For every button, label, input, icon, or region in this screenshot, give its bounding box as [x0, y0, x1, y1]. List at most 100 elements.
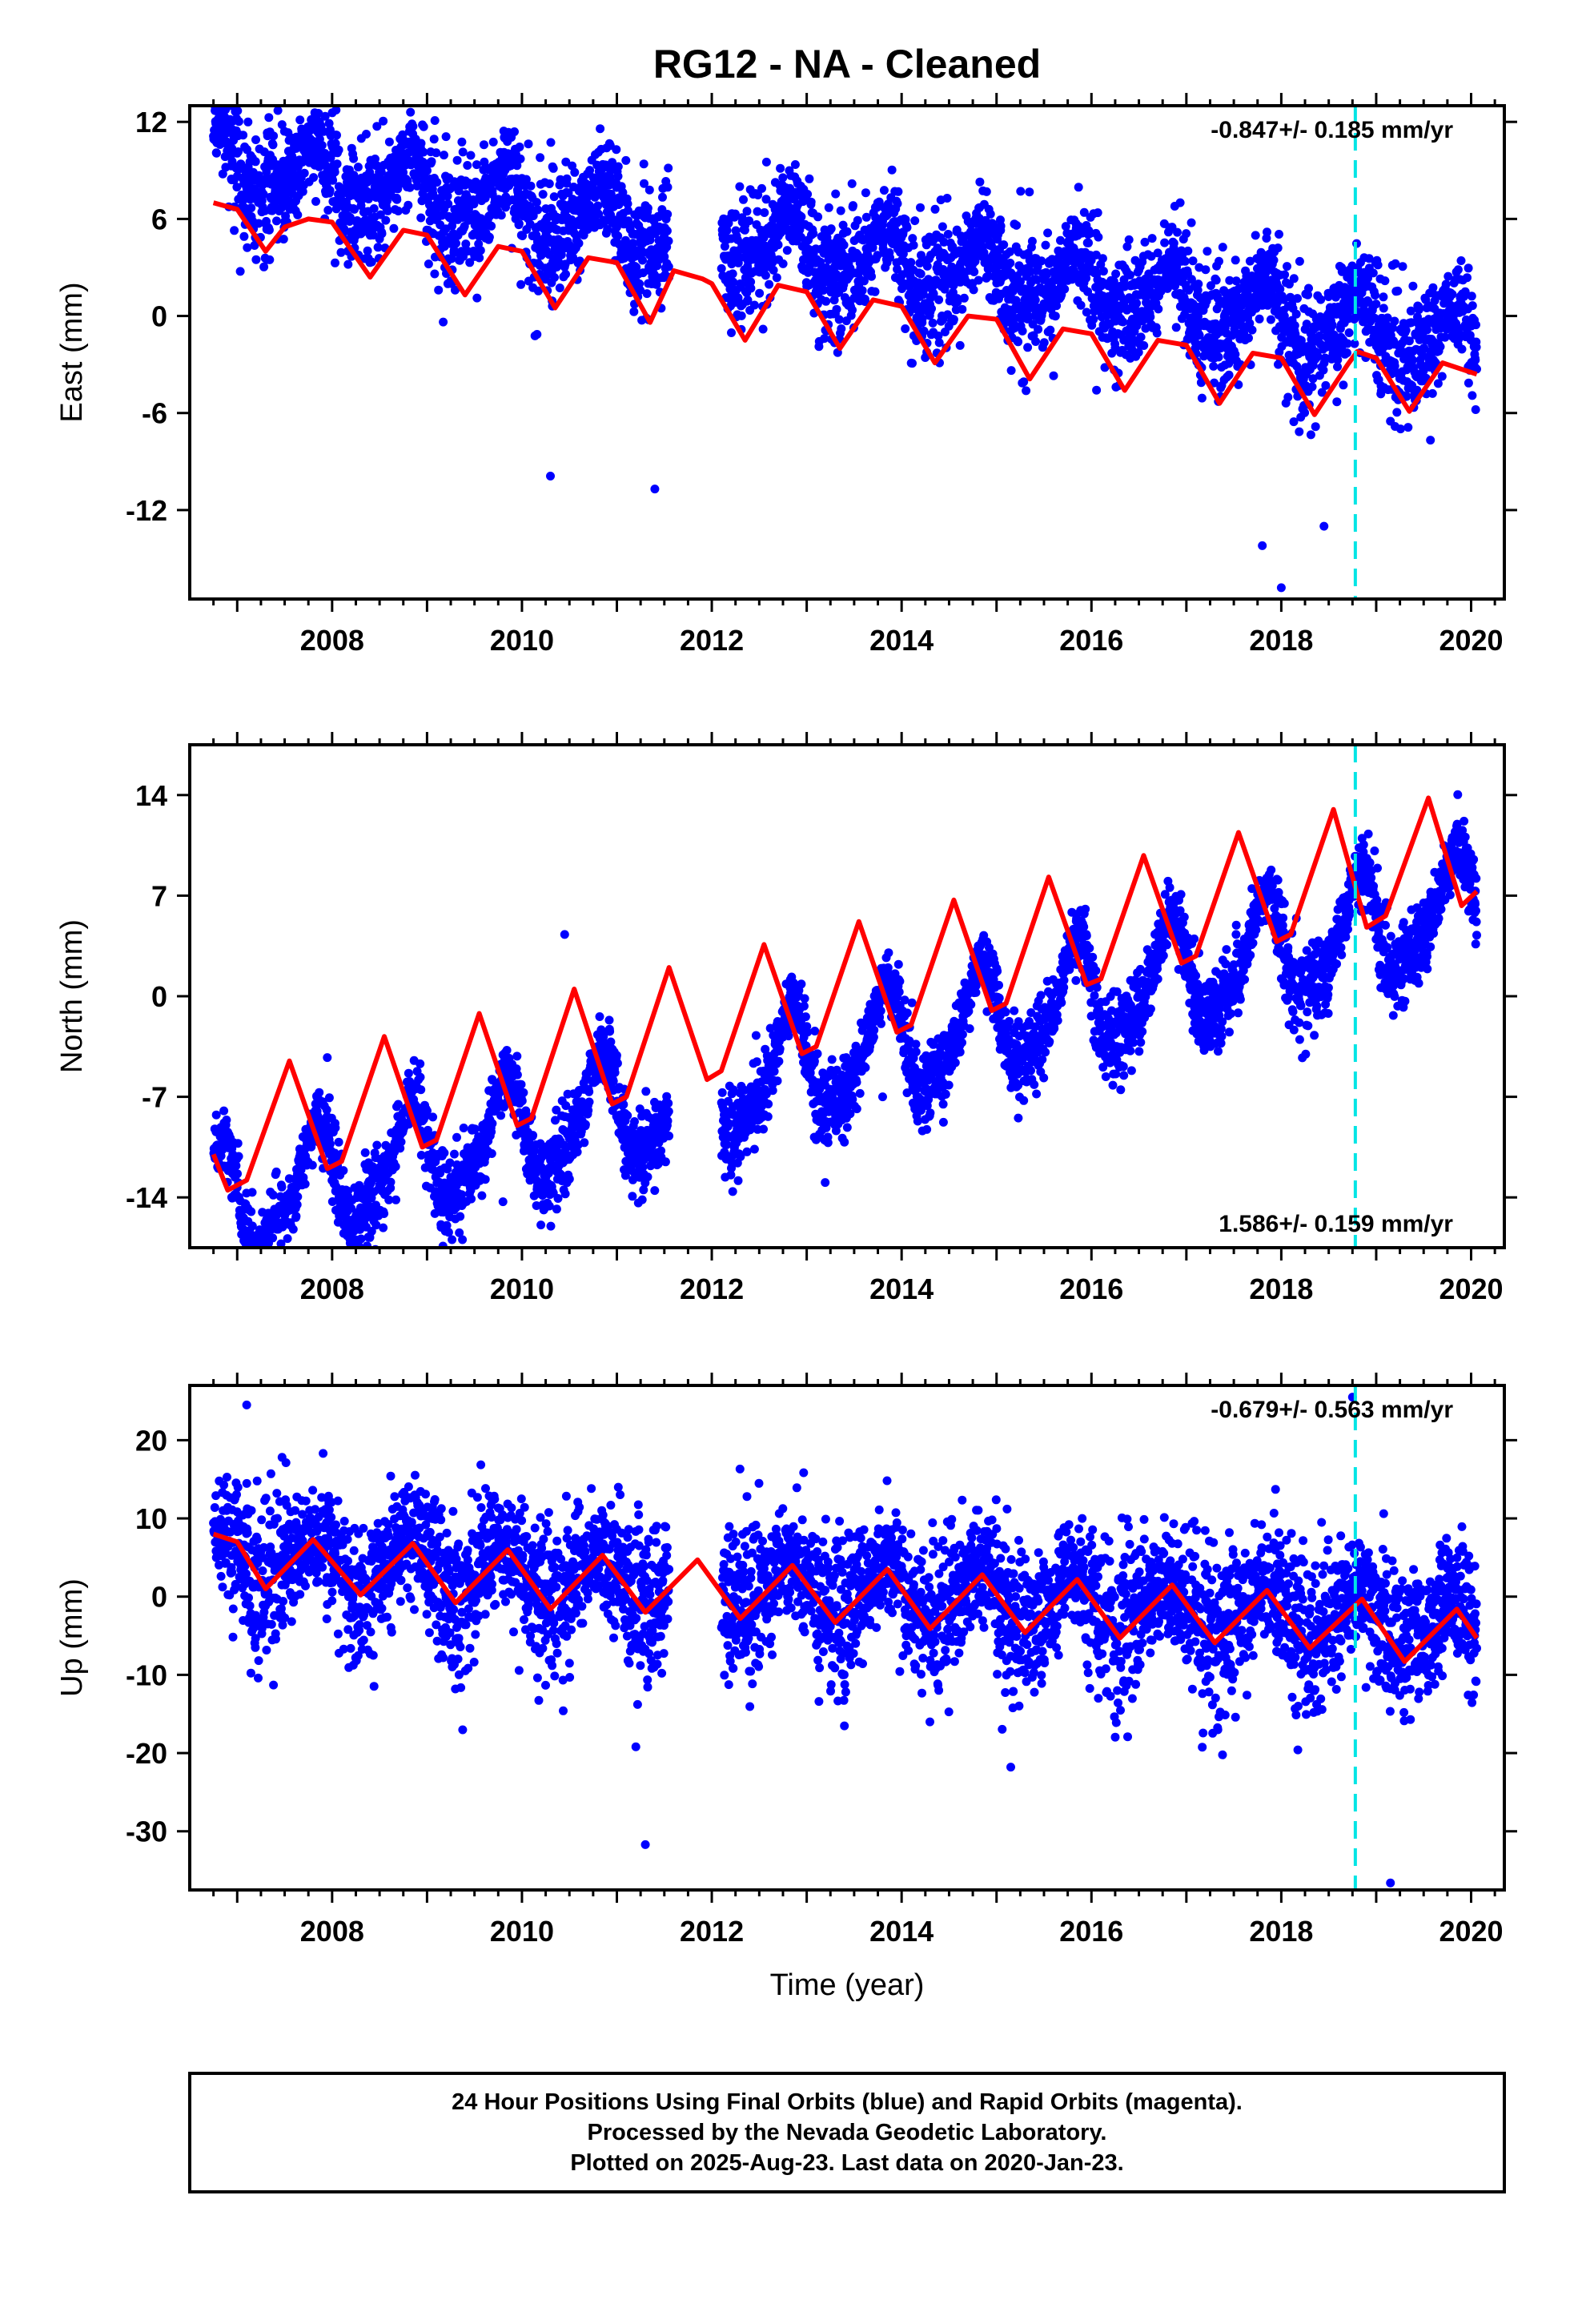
data-point: [824, 203, 833, 212]
data-point: [635, 279, 644, 288]
data-point: [1016, 187, 1026, 196]
data-point: [1043, 228, 1053, 238]
data-point: [250, 1265, 259, 1274]
data-point: [1290, 321, 1299, 330]
data-point: [982, 187, 991, 196]
data-point: [746, 277, 756, 287]
data-point: [466, 151, 476, 160]
data-point: [277, 1182, 287, 1192]
data-point: [720, 242, 729, 251]
data-point: [381, 215, 391, 225]
data-point: [1182, 229, 1191, 239]
data-point: [1316, 295, 1326, 304]
data-point: [1084, 238, 1093, 247]
data-point: [512, 161, 522, 171]
data-point: [564, 188, 573, 198]
data-point: [909, 240, 918, 250]
data-point: [332, 159, 342, 169]
data-point: [441, 132, 451, 142]
outlier-point: [1258, 541, 1267, 550]
data-point: [1152, 328, 1162, 338]
data-point: [1390, 316, 1399, 326]
data-point: [416, 213, 426, 223]
data-point: [826, 224, 836, 234]
data-point: [352, 1261, 361, 1270]
data-point: [419, 147, 428, 157]
data-point: [245, 1256, 254, 1265]
data-point: [265, 255, 275, 264]
data-point: [1027, 236, 1037, 246]
data-point: [821, 296, 831, 306]
data-point: [404, 1068, 413, 1078]
data-point: [532, 330, 542, 339]
data-point: [251, 135, 260, 144]
data-point: [847, 179, 857, 188]
data-point: [220, 83, 229, 92]
data-point: [562, 174, 572, 183]
data-point: [376, 167, 386, 177]
data-point: [623, 199, 632, 208]
data-point: [251, 1251, 260, 1260]
outlier-point: [1276, 583, 1286, 593]
data-point: [1295, 256, 1304, 266]
data-point: [1019, 377, 1029, 387]
data-point: [813, 212, 823, 222]
data-point: [1050, 312, 1060, 321]
data-point: [533, 205, 543, 215]
data-point: [638, 255, 647, 265]
data-point: [613, 171, 623, 181]
data-point: [269, 131, 279, 141]
data-point: [596, 124, 605, 134]
data-point: [975, 177, 985, 187]
data-point: [930, 204, 940, 214]
data-point: [613, 162, 623, 171]
data-point: [1291, 309, 1301, 319]
data-point: [1295, 427, 1304, 436]
data-point: [1441, 279, 1451, 289]
data-point: [660, 252, 669, 261]
data-point: [1428, 283, 1438, 292]
data-point: [778, 173, 788, 183]
data-point: [1467, 292, 1476, 301]
data-point: [1175, 198, 1185, 207]
data-point: [644, 185, 654, 195]
data-point: [1456, 256, 1466, 265]
data-point: [277, 203, 287, 212]
data-point: [776, 163, 785, 173]
data-point: [790, 160, 800, 169]
data-point: [259, 262, 269, 271]
data-point: [1214, 352, 1223, 362]
data-point: [432, 178, 442, 187]
data-point: [516, 279, 526, 289]
data-point: [849, 201, 857, 211]
data-point: [1395, 424, 1405, 434]
data-point: [353, 163, 363, 172]
data-point: [391, 1195, 400, 1204]
outlier-point: [1319, 521, 1329, 531]
data-point: [277, 120, 287, 130]
data-point: [524, 139, 533, 149]
data-point: [251, 157, 260, 167]
data-point: [384, 137, 394, 147]
data-point: [910, 216, 920, 226]
data-point: [806, 197, 816, 207]
data-point: [1197, 393, 1207, 403]
data-point: [275, 1251, 284, 1260]
data-point: [399, 167, 408, 177]
data-point: [251, 1257, 260, 1266]
y-tick-label: -12: [126, 494, 167, 527]
data-point: [1247, 325, 1257, 335]
data-point: [233, 1169, 242, 1179]
data-point: [404, 200, 413, 210]
data-point: [1471, 405, 1480, 414]
data-point: [1280, 270, 1290, 279]
data-point: [663, 210, 673, 219]
data-point: [225, 72, 234, 81]
data-point: [1304, 283, 1313, 293]
data-point: [264, 225, 274, 235]
data-point: [1307, 382, 1317, 392]
data-point: [234, 1152, 243, 1161]
data-point: [640, 179, 648, 188]
data-point: [1283, 262, 1291, 271]
